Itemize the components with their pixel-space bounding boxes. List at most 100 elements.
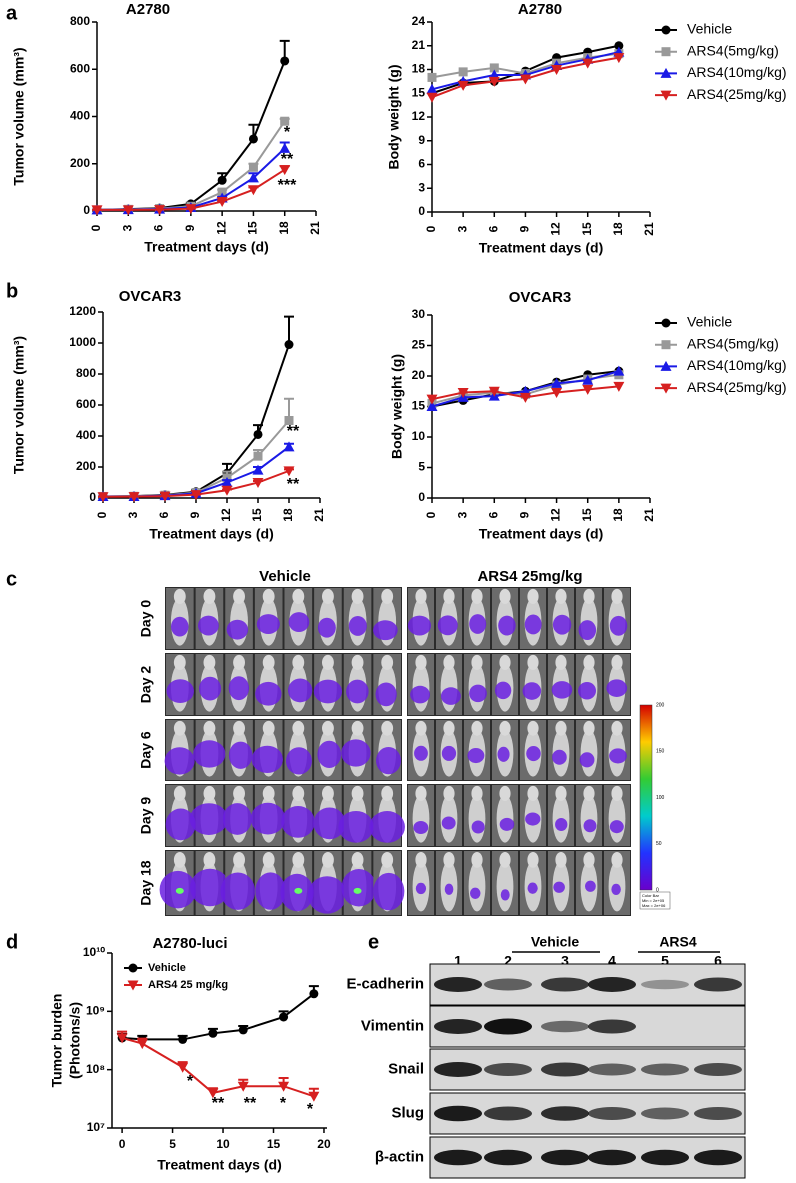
mouse-head bbox=[262, 851, 275, 868]
lane-label: 1 bbox=[454, 953, 462, 969]
color-bar-caption: Min = 2e+05 bbox=[642, 898, 665, 903]
x-axis-label: Treatment days (d) bbox=[479, 240, 603, 256]
protein-label: Snail bbox=[388, 1060, 424, 1077]
legend-label: Vehicle bbox=[687, 314, 732, 330]
band bbox=[694, 977, 742, 992]
signal bbox=[369, 811, 405, 843]
panel-label: b bbox=[6, 280, 18, 302]
mouse-head bbox=[611, 851, 623, 868]
legend-label: ARS4(25mg/kg) bbox=[687, 86, 787, 102]
mouse-head bbox=[527, 654, 539, 671]
mouse-head bbox=[583, 654, 595, 671]
mouse-head bbox=[322, 851, 334, 868]
color-bar-tick: 150 bbox=[656, 749, 665, 755]
chart-title: OVCAR3 bbox=[509, 289, 572, 306]
band bbox=[588, 1149, 636, 1166]
y-tick-label: 0 bbox=[418, 490, 425, 504]
signal bbox=[164, 747, 195, 775]
signal bbox=[471, 820, 485, 834]
x-tick-label: 0 bbox=[424, 511, 438, 518]
mouse-head bbox=[499, 720, 511, 736]
signal bbox=[609, 748, 627, 764]
panel-label: a bbox=[6, 2, 18, 24]
marker bbox=[582, 58, 594, 69]
marker bbox=[253, 429, 263, 439]
y-tick-label: 200 bbox=[70, 156, 90, 170]
color-bar-caption: Color Bar bbox=[642, 893, 660, 898]
mouse-head bbox=[173, 588, 186, 605]
mouse-head bbox=[203, 720, 216, 736]
y-axis-label: (Photons/s) bbox=[67, 1002, 83, 1079]
signal bbox=[348, 616, 367, 636]
signal bbox=[578, 681, 597, 700]
signal bbox=[166, 679, 194, 704]
group-label: Vehicle bbox=[531, 934, 579, 950]
marker bbox=[283, 466, 295, 477]
marker bbox=[136, 1039, 148, 1050]
mouse-head bbox=[292, 720, 305, 736]
marker bbox=[309, 989, 319, 999]
signal bbox=[552, 614, 572, 635]
signal bbox=[255, 872, 286, 910]
y-tick-label: 10⁷ bbox=[87, 1120, 105, 1134]
legend-marker bbox=[661, 25, 671, 35]
marker bbox=[91, 205, 103, 216]
marker bbox=[551, 377, 563, 388]
y-tick-label: 30 bbox=[412, 307, 426, 321]
mouse-head bbox=[351, 785, 364, 802]
y-tick-label: 1200 bbox=[69, 304, 96, 318]
y-axis-label: Tumor burden bbox=[49, 994, 65, 1088]
x-axis-label: Treatment days (d) bbox=[144, 239, 268, 255]
band bbox=[484, 1106, 532, 1121]
mouse-head bbox=[381, 720, 394, 736]
legend-label: ARS4(25mg/kg) bbox=[687, 379, 787, 395]
marker bbox=[208, 1028, 218, 1038]
band bbox=[484, 978, 532, 991]
y-tick-label: 10⁹ bbox=[86, 1004, 105, 1018]
signal bbox=[255, 681, 282, 706]
signal bbox=[286, 747, 312, 775]
legend-label: Vehicle bbox=[687, 21, 732, 37]
signal bbox=[313, 679, 343, 704]
legend-label: ARS4(5mg/kg) bbox=[687, 335, 779, 351]
marker bbox=[284, 340, 294, 350]
x-tick-label: 5 bbox=[169, 1137, 176, 1151]
y-tick-label: 21 bbox=[412, 38, 426, 52]
mouse-head bbox=[499, 785, 511, 802]
signal bbox=[469, 614, 487, 634]
signal bbox=[281, 806, 315, 838]
marker bbox=[247, 172, 259, 183]
mouse-head bbox=[527, 785, 539, 802]
mouse-head bbox=[555, 654, 567, 671]
mouse-head bbox=[322, 720, 334, 736]
band bbox=[541, 1020, 589, 1033]
marker bbox=[279, 165, 291, 176]
y-tick-label: 3 bbox=[418, 180, 425, 194]
signal bbox=[609, 615, 628, 636]
marker bbox=[280, 116, 290, 126]
lane-label: 6 bbox=[714, 953, 722, 969]
day-label: Day 6 bbox=[138, 731, 154, 769]
mouse-head bbox=[292, 785, 305, 802]
x-tick-label: 0 bbox=[424, 225, 438, 232]
signal bbox=[578, 620, 597, 641]
signal bbox=[288, 612, 310, 632]
x-tick-label: 18 bbox=[281, 508, 295, 522]
signal bbox=[190, 868, 231, 907]
mouse bbox=[608, 794, 626, 843]
lane-label: 4 bbox=[608, 953, 616, 969]
x-tick-label: 18 bbox=[611, 222, 625, 236]
band bbox=[694, 1063, 742, 1076]
mouse-head bbox=[555, 785, 567, 802]
signal bbox=[522, 682, 542, 700]
mouse-head bbox=[555, 851, 567, 868]
mouse-head bbox=[443, 588, 455, 605]
chart-title: A2780 bbox=[518, 1, 562, 18]
mouse-head bbox=[611, 588, 623, 605]
signal bbox=[375, 682, 397, 707]
signal bbox=[467, 748, 485, 764]
y-tick-label: 15 bbox=[412, 85, 426, 99]
signal bbox=[193, 740, 226, 768]
legend-marker bbox=[128, 963, 138, 973]
signal bbox=[165, 808, 196, 841]
